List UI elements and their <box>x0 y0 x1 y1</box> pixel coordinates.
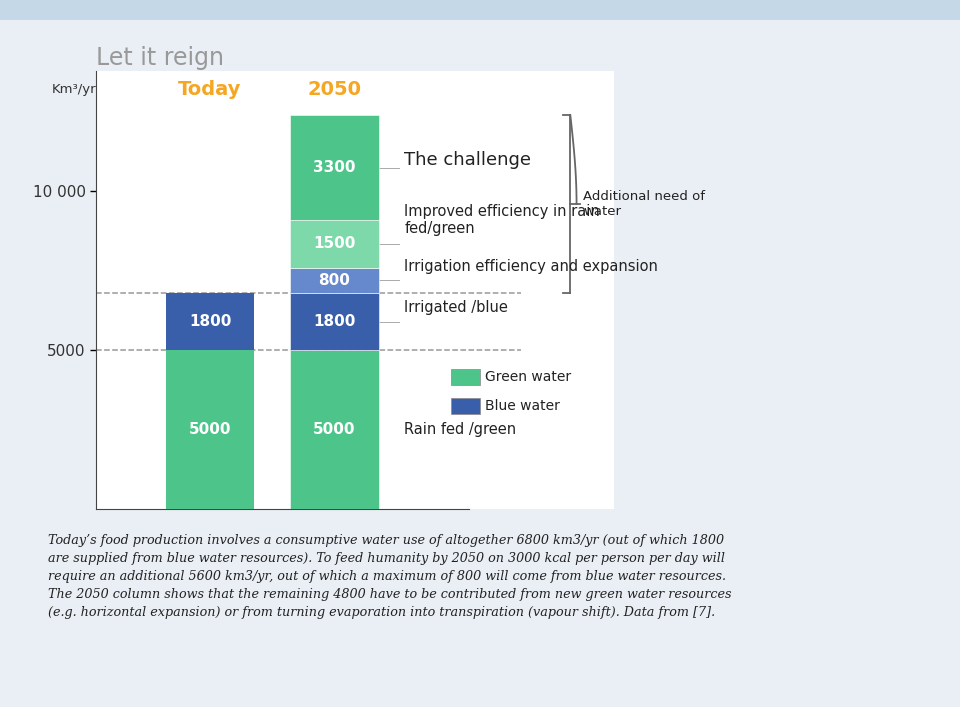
Text: 5000: 5000 <box>189 422 231 437</box>
Bar <box>166 350 254 509</box>
Text: 1800: 1800 <box>313 314 355 329</box>
Text: Let it reign: Let it reign <box>96 46 224 70</box>
Text: Today’s food production involves a consumptive water use of altogether 6800 km3/: Today’s food production involves a consu… <box>48 534 732 619</box>
Text: Green water: Green water <box>485 370 571 384</box>
Text: 3300: 3300 <box>313 160 356 175</box>
Bar <box>290 115 378 220</box>
Bar <box>290 350 378 509</box>
Text: Additional need of
water: Additional need of water <box>584 190 706 218</box>
Bar <box>290 293 378 350</box>
FancyBboxPatch shape <box>451 369 480 385</box>
FancyBboxPatch shape <box>451 398 480 414</box>
Bar <box>290 268 378 293</box>
Text: The challenge: The challenge <box>404 151 532 169</box>
Text: Blue water: Blue water <box>485 399 560 413</box>
Text: 2050: 2050 <box>307 81 362 99</box>
Bar <box>290 220 378 268</box>
Text: Today: Today <box>179 81 242 99</box>
Text: Km³/yr: Km³/yr <box>52 83 97 96</box>
Text: Improved efficiency in rain
fed/green: Improved efficiency in rain fed/green <box>404 204 600 236</box>
Text: 800: 800 <box>319 273 350 288</box>
Bar <box>166 293 254 350</box>
Text: 1800: 1800 <box>189 314 231 329</box>
Text: 1500: 1500 <box>313 236 355 251</box>
Text: 5000: 5000 <box>313 422 356 437</box>
Text: Irrigation efficiency and expansion: Irrigation efficiency and expansion <box>404 259 659 274</box>
Text: Rain fed /green: Rain fed /green <box>404 422 516 437</box>
Text: Irrigated /blue: Irrigated /blue <box>404 300 509 315</box>
